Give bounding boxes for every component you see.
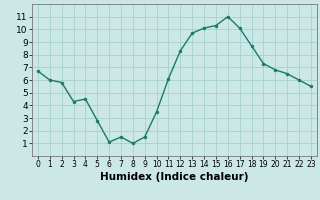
X-axis label: Humidex (Indice chaleur): Humidex (Indice chaleur) <box>100 172 249 182</box>
